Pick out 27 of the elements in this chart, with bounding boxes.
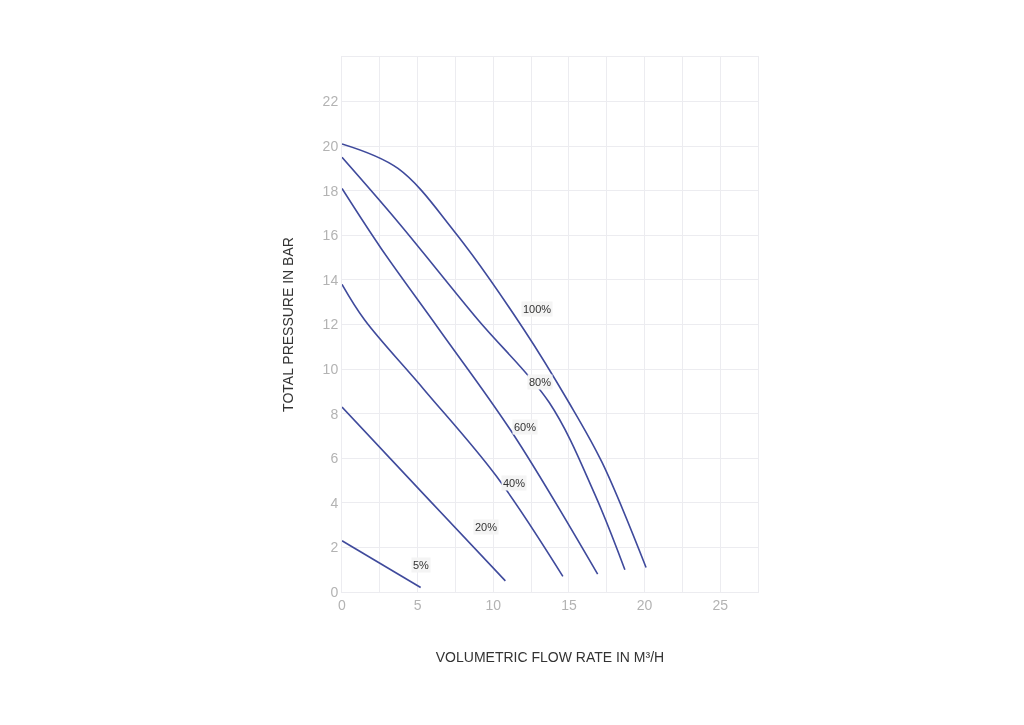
x-axis-title: VOLUMETRIC FLOW RATE IN M³/H [435,649,665,666]
annotation: 5% [413,559,430,571]
x-tick-label: 5 [413,596,422,613]
y-tick-label: 0 [330,583,339,600]
y-tick-label: 20 [322,138,339,155]
y-tick-label: 4 [330,494,339,511]
annotation: 20% [475,521,498,533]
annotation: 60% [514,421,537,433]
annotation: 40% [503,477,526,489]
y-tick-label: 18 [322,182,339,199]
y-tick-label: 22 [322,93,339,110]
y-tick-label: 16 [322,227,339,244]
x-tick-label: 20 [636,596,653,613]
annotation: 100% [523,303,552,315]
y-tick-label: 8 [330,405,339,422]
y-tick-label: 12 [322,316,339,333]
annotation: 80% [529,376,552,388]
x-tick-label: 25 [712,596,729,613]
x-tick-label: 10 [485,596,502,613]
line-series [342,283,564,578]
y-tick-label: 10 [322,360,339,377]
y-tick-label: 2 [330,539,339,556]
y-axis-title: TOTAL PRESSURE IN BAR [280,237,297,412]
y-tick-label: 14 [322,271,339,288]
x-tick-label: 15 [561,596,577,613]
line-series [342,187,599,575]
y-tick-label: 6 [330,450,339,467]
